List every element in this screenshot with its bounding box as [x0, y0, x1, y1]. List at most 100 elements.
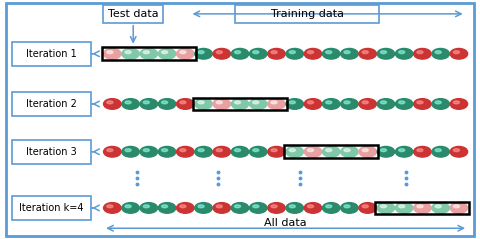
- Ellipse shape: [454, 51, 459, 54]
- Ellipse shape: [213, 147, 230, 157]
- Ellipse shape: [213, 203, 230, 213]
- Ellipse shape: [177, 203, 194, 213]
- Ellipse shape: [304, 147, 322, 157]
- Ellipse shape: [268, 49, 285, 59]
- Bar: [375, 201, 469, 214]
- Bar: [284, 145, 378, 158]
- Ellipse shape: [417, 101, 423, 104]
- Ellipse shape: [231, 147, 249, 157]
- Ellipse shape: [235, 149, 240, 152]
- Ellipse shape: [454, 101, 459, 104]
- Text: Iteration k=4: Iteration k=4: [19, 203, 84, 213]
- Ellipse shape: [435, 149, 441, 152]
- Ellipse shape: [341, 99, 358, 109]
- Ellipse shape: [268, 99, 285, 109]
- Ellipse shape: [231, 203, 249, 213]
- Text: Training data: Training data: [271, 9, 344, 19]
- Ellipse shape: [104, 99, 121, 109]
- Ellipse shape: [140, 49, 157, 59]
- Ellipse shape: [158, 147, 176, 157]
- Ellipse shape: [180, 149, 186, 152]
- Ellipse shape: [268, 203, 285, 213]
- Ellipse shape: [253, 51, 259, 54]
- Ellipse shape: [323, 49, 340, 59]
- Ellipse shape: [289, 149, 295, 152]
- Ellipse shape: [125, 149, 131, 152]
- Ellipse shape: [377, 99, 395, 109]
- Ellipse shape: [326, 101, 332, 104]
- Ellipse shape: [122, 99, 139, 109]
- Text: Iteration 2: Iteration 2: [26, 99, 77, 109]
- Ellipse shape: [125, 101, 131, 104]
- Ellipse shape: [450, 49, 468, 59]
- Ellipse shape: [107, 51, 113, 54]
- Ellipse shape: [104, 147, 121, 157]
- Ellipse shape: [344, 101, 350, 104]
- Ellipse shape: [344, 205, 350, 208]
- Ellipse shape: [454, 205, 459, 208]
- Ellipse shape: [308, 101, 313, 104]
- Ellipse shape: [107, 149, 113, 152]
- Ellipse shape: [377, 49, 395, 59]
- Ellipse shape: [271, 149, 277, 152]
- Ellipse shape: [344, 149, 350, 152]
- Ellipse shape: [140, 147, 157, 157]
- Ellipse shape: [399, 205, 405, 208]
- Ellipse shape: [414, 99, 431, 109]
- Ellipse shape: [359, 49, 376, 59]
- Ellipse shape: [180, 205, 186, 208]
- Ellipse shape: [341, 49, 358, 59]
- Ellipse shape: [323, 147, 340, 157]
- Ellipse shape: [377, 203, 395, 213]
- Ellipse shape: [144, 101, 149, 104]
- Ellipse shape: [359, 203, 376, 213]
- Ellipse shape: [359, 147, 376, 157]
- FancyBboxPatch shape: [12, 92, 91, 116]
- Ellipse shape: [162, 101, 168, 104]
- Ellipse shape: [231, 49, 249, 59]
- Ellipse shape: [304, 203, 322, 213]
- Ellipse shape: [414, 49, 431, 59]
- Ellipse shape: [396, 49, 413, 59]
- Ellipse shape: [198, 205, 204, 208]
- Ellipse shape: [286, 99, 303, 109]
- Ellipse shape: [326, 51, 332, 54]
- Ellipse shape: [289, 205, 295, 208]
- FancyBboxPatch shape: [12, 42, 91, 66]
- Ellipse shape: [144, 205, 149, 208]
- Text: Iteration 3: Iteration 3: [26, 147, 77, 157]
- Ellipse shape: [323, 203, 340, 213]
- Ellipse shape: [104, 49, 121, 59]
- Text: Test data: Test data: [108, 9, 158, 19]
- Ellipse shape: [435, 205, 441, 208]
- Ellipse shape: [417, 205, 423, 208]
- Ellipse shape: [359, 99, 376, 109]
- Ellipse shape: [381, 205, 386, 208]
- Ellipse shape: [213, 49, 230, 59]
- Ellipse shape: [144, 51, 149, 54]
- Ellipse shape: [253, 149, 259, 152]
- Ellipse shape: [122, 147, 139, 157]
- Ellipse shape: [198, 149, 204, 152]
- Ellipse shape: [216, 51, 222, 54]
- Ellipse shape: [198, 101, 204, 104]
- Ellipse shape: [216, 149, 222, 152]
- Ellipse shape: [216, 101, 222, 104]
- Ellipse shape: [344, 51, 350, 54]
- Ellipse shape: [377, 147, 395, 157]
- Ellipse shape: [235, 205, 240, 208]
- Ellipse shape: [195, 147, 212, 157]
- Ellipse shape: [158, 49, 176, 59]
- Ellipse shape: [362, 101, 368, 104]
- Ellipse shape: [158, 99, 176, 109]
- Ellipse shape: [289, 101, 295, 104]
- Ellipse shape: [250, 147, 267, 157]
- Ellipse shape: [235, 51, 240, 54]
- Ellipse shape: [289, 51, 295, 54]
- Ellipse shape: [381, 149, 386, 152]
- Ellipse shape: [399, 101, 405, 104]
- FancyBboxPatch shape: [103, 5, 163, 23]
- Ellipse shape: [122, 203, 139, 213]
- Ellipse shape: [381, 101, 386, 104]
- Ellipse shape: [177, 49, 194, 59]
